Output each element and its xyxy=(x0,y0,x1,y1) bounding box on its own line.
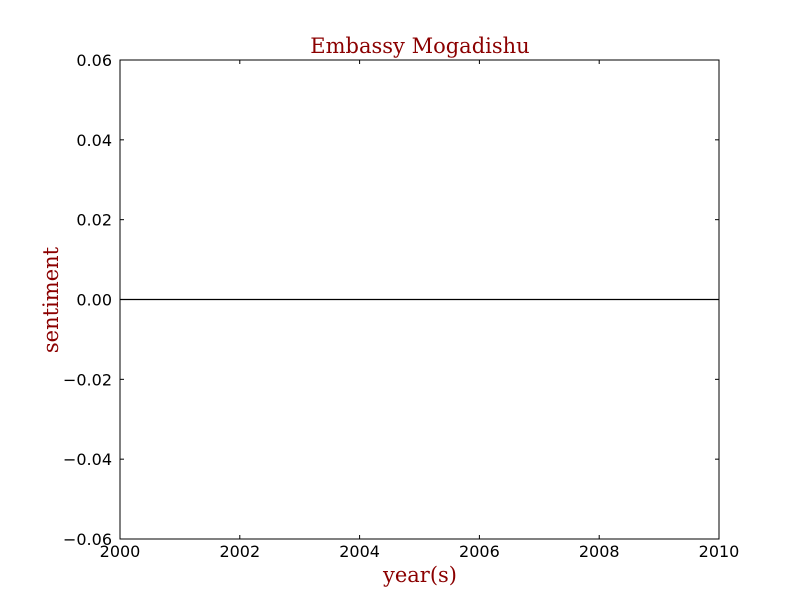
plot-frame xyxy=(119,59,720,540)
y-tick-label: −0.04 xyxy=(63,450,112,469)
y-tick-label: 0.00 xyxy=(76,291,112,310)
x-tick-label: 2008 xyxy=(579,542,620,561)
x-tick-label: 2006 xyxy=(459,542,500,561)
y-tick-label: 0.02 xyxy=(76,211,112,230)
x-tick-label: 2000 xyxy=(100,542,141,561)
x-tick-label: 2002 xyxy=(219,542,260,561)
chart-title: Embassy Mogadishu xyxy=(310,34,529,58)
x-tick-label: 2004 xyxy=(339,542,380,561)
x-tick-label: 2010 xyxy=(699,542,740,561)
y-tick-label: −0.06 xyxy=(63,530,112,549)
x-axis-label: year(s) xyxy=(382,563,457,587)
tick-layer: 2000 2002 2004 2006 2008 2010 −0.06 −0.04 −0.02 0… xyxy=(63,51,739,561)
y-tick-label: −0.02 xyxy=(63,370,112,389)
y-axis-label: sentiment xyxy=(39,246,63,353)
y-tick-label: 0.04 xyxy=(76,131,112,150)
y-tick-label: 0.06 xyxy=(76,51,112,70)
